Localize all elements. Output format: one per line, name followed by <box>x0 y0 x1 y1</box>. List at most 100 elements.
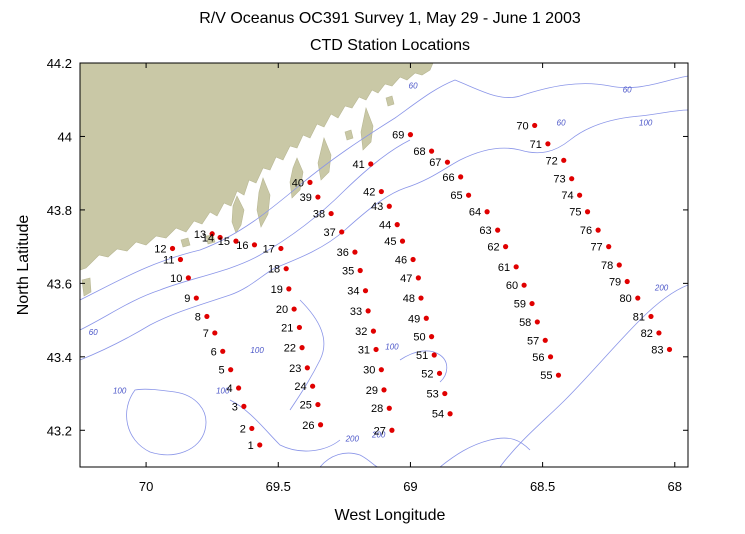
station-label-62: 62 <box>487 242 499 254</box>
station-label-67: 67 <box>429 157 441 169</box>
station-label-42: 42 <box>363 187 375 199</box>
station-label-13: 13 <box>194 229 206 241</box>
x-tick-label: 69 <box>403 479 417 494</box>
station-marker-28 <box>386 405 392 411</box>
station-label-46: 46 <box>395 254 407 266</box>
station-label-31: 31 <box>358 344 370 356</box>
station-marker-80 <box>635 295 641 301</box>
station-label-54: 54 <box>432 409 444 421</box>
station-label-70: 70 <box>516 120 528 132</box>
contour-200m-south <box>439 437 531 467</box>
station-label-58: 58 <box>519 317 531 329</box>
station-label-18: 18 <box>268 264 280 276</box>
contour-depth-label: 100 <box>216 387 230 396</box>
y-tick-label: 43.4 <box>47 350 72 365</box>
chart-title-line2: CTD Station Locations <box>310 37 470 54</box>
contour-depth-label: 100 <box>385 342 399 351</box>
station-label-44: 44 <box>379 220 391 232</box>
station-marker-64 <box>484 209 490 215</box>
land-island-5 <box>81 277 92 297</box>
station-marker-31 <box>373 346 379 353</box>
station-marker-70 <box>532 122 538 129</box>
station-marker-11 <box>177 256 184 263</box>
station-marker-22 <box>299 345 305 351</box>
station-label-59: 59 <box>514 299 526 311</box>
station-marker-3 <box>241 403 247 409</box>
station-label-76: 76 <box>580 225 592 237</box>
station-label-83: 83 <box>651 344 663 356</box>
station-marker-32 <box>370 328 377 334</box>
station-marker-21 <box>296 324 303 331</box>
station-marker-34 <box>362 288 369 294</box>
station-label-4: 4 <box>226 383 232 395</box>
station-label-64: 64 <box>469 207 481 219</box>
plot-frame <box>79 62 689 468</box>
station-label-78: 78 <box>601 260 613 272</box>
station-marker-35 <box>357 267 363 274</box>
station-marker-82 <box>656 330 662 336</box>
station-label-15: 15 <box>218 236 230 248</box>
station-marker-44 <box>394 222 400 228</box>
station-label-65: 65 <box>450 190 462 202</box>
station-marker-9 <box>193 295 199 301</box>
x-tick-label: 68 <box>668 479 682 494</box>
station-marker-53 <box>442 390 448 397</box>
station-marker-2 <box>249 425 255 432</box>
chart-title-line1: R/V Oceanus OC391 Survey 1, May 29 - Jun… <box>199 10 581 27</box>
station-label-30: 30 <box>363 365 375 377</box>
station-label-63: 63 <box>479 225 491 237</box>
contour-100m-ledge <box>289 299 325 411</box>
station-label-27: 27 <box>374 425 386 437</box>
station-marker-7 <box>212 330 218 336</box>
station-marker-67 <box>444 159 451 165</box>
station-label-55: 55 <box>540 370 552 382</box>
station-marker-41 <box>368 161 374 167</box>
contour-100m-central <box>399 350 448 383</box>
station-marker-68 <box>428 148 435 154</box>
station-label-32: 32 <box>355 326 367 338</box>
station-label-79: 79 <box>609 277 621 289</box>
station-label-72: 72 <box>546 155 558 167</box>
map-area <box>80 63 688 467</box>
y-axis-label: North Latitude <box>15 215 32 316</box>
station-label-77: 77 <box>590 242 602 254</box>
station-marker-54 <box>447 411 453 417</box>
station-label-36: 36 <box>337 247 349 259</box>
contour-60m-coastal <box>80 75 688 301</box>
station-marker-48 <box>418 295 424 301</box>
station-marker-71 <box>545 141 551 147</box>
station-marker-8 <box>204 313 210 320</box>
station-marker-75 <box>584 209 591 215</box>
station-marker-63 <box>495 227 501 233</box>
contour-depth-label: 60 <box>409 82 418 91</box>
contour-depth-label: 100 <box>250 346 264 355</box>
contour-depth-label: 200 <box>345 434 360 443</box>
station-label-16: 16 <box>236 240 248 252</box>
station-label-17: 17 <box>263 243 275 255</box>
station-marker-52 <box>436 370 443 376</box>
station-marker-36 <box>352 249 358 255</box>
station-label-9: 9 <box>184 293 190 305</box>
station-marker-78 <box>616 262 622 268</box>
station-marker-37 <box>339 229 345 235</box>
station-marker-72 <box>561 157 567 163</box>
x-axis-label: West Longitude <box>335 507 446 524</box>
station-marker-39 <box>315 194 321 200</box>
station-marker-38 <box>328 210 334 217</box>
station-label-45: 45 <box>384 236 396 248</box>
contour-depth-label: 100 <box>113 387 127 396</box>
station-label-38: 38 <box>313 209 325 221</box>
station-marker-59 <box>529 300 535 307</box>
station-label-40: 40 <box>292 177 304 189</box>
station-label-29: 29 <box>366 385 378 397</box>
land-mass-coast <box>80 63 434 271</box>
station-marker-14 <box>217 234 223 241</box>
station-label-28: 28 <box>371 403 383 415</box>
station-label-25: 25 <box>300 400 312 412</box>
station-marker-18 <box>283 266 289 272</box>
land-island-3 <box>344 129 354 141</box>
station-marker-23 <box>304 365 310 371</box>
station-label-61: 61 <box>498 262 510 274</box>
station-label-33: 33 <box>350 306 362 318</box>
station-marker-51 <box>431 352 437 358</box>
